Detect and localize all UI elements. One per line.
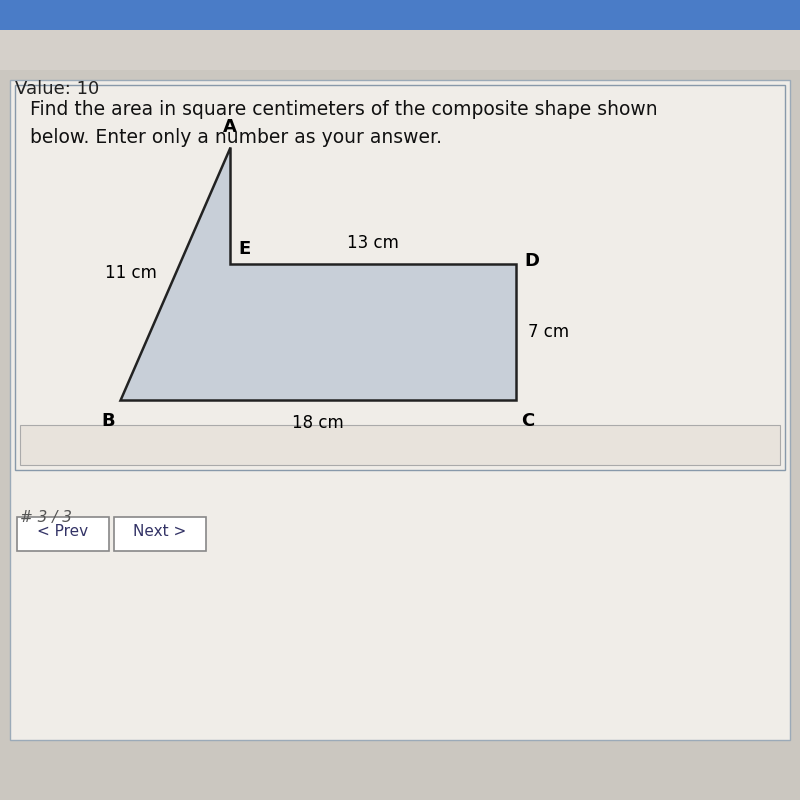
Bar bbox=[10, 80, 790, 740]
Bar bbox=[0, 0, 800, 30]
Text: 7 cm: 7 cm bbox=[528, 322, 569, 341]
Text: below. Enter only a number as your answer.: below. Enter only a number as your answe… bbox=[30, 128, 442, 147]
Text: < Prev: < Prev bbox=[38, 525, 89, 539]
Text: 11 cm: 11 cm bbox=[105, 264, 157, 282]
Text: 13 cm: 13 cm bbox=[347, 234, 399, 251]
Bar bbox=[15, 85, 785, 470]
Text: Value: 10: Value: 10 bbox=[15, 80, 99, 98]
Polygon shape bbox=[120, 146, 516, 400]
FancyBboxPatch shape bbox=[114, 517, 206, 551]
Text: Find the area in square centimeters of the composite shape shown: Find the area in square centimeters of t… bbox=[30, 100, 658, 119]
Text: E: E bbox=[238, 241, 250, 258]
Text: D: D bbox=[524, 253, 539, 270]
Bar bbox=[0, 30, 800, 70]
Text: A: A bbox=[223, 118, 237, 137]
Bar bbox=[20, 425, 780, 465]
Text: Next >: Next > bbox=[134, 525, 186, 539]
FancyBboxPatch shape bbox=[17, 517, 109, 551]
Text: # 3 / 3: # 3 / 3 bbox=[20, 510, 72, 525]
Text: C: C bbox=[521, 412, 534, 430]
Text: 18 cm: 18 cm bbox=[292, 414, 344, 432]
Text: B: B bbox=[102, 412, 115, 430]
